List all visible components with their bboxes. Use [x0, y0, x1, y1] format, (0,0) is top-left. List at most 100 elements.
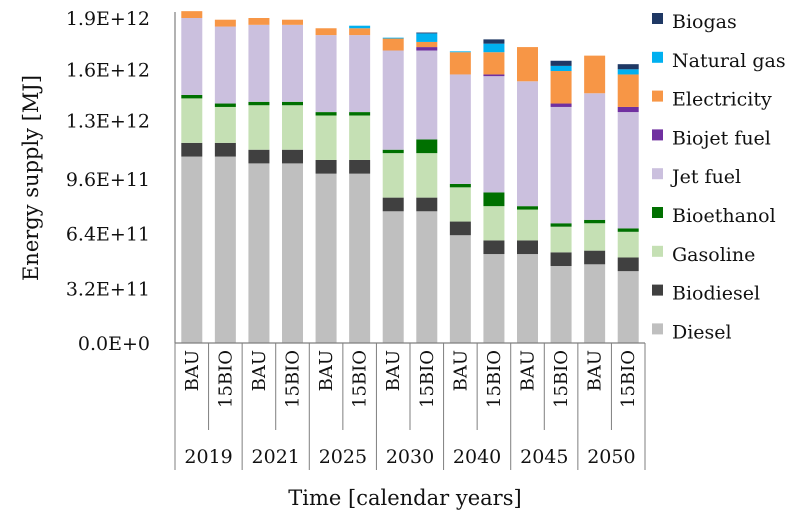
y-tick-label: 0.0E+0 [78, 333, 150, 355]
bar-segment-electricity [248, 18, 270, 25]
bar-segment-diesel [517, 254, 538, 343]
bar-segment-electricity [449, 52, 471, 75]
legend-swatch [652, 284, 663, 296]
bar-segment-jet-fuel [349, 35, 371, 113]
bar-segment-gasoline [315, 115, 337, 160]
bar-segment-electricity [617, 74, 639, 107]
bar-segment-electricity [349, 28, 371, 36]
legend-label: Biogas [672, 11, 737, 33]
bar-segment-natural-gas [550, 65, 572, 72]
bar-segment-biodiesel [483, 240, 505, 255]
scenario-label: BAU [182, 350, 203, 391]
bar-segment-bioethanol [181, 94, 203, 99]
legend-label: Jet fuel [670, 166, 741, 188]
bar-segment-biojet-fuel [550, 103, 572, 107]
bar-segment-jet-fuel [483, 76, 505, 193]
bar-segment-gasoline [214, 106, 236, 143]
year-label: 2040 [453, 446, 501, 468]
bar-segment-natural-gas [617, 69, 639, 75]
bar-segment-gasoline [449, 187, 471, 222]
bar-segment-diesel [214, 156, 236, 343]
axes [174, 12, 645, 344]
bar-segment-biogas [550, 60, 572, 66]
bar-segment-jet-fuel [282, 24, 303, 102]
y-tick-label: 1.3E+12 [66, 111, 150, 133]
bar-segment-jet-fuel [550, 106, 572, 224]
bar-segment-gasoline [517, 209, 538, 241]
year-label: 2021 [252, 446, 300, 468]
bar-segment-bioethanol [483, 192, 505, 207]
bar-segment-natural-gas [349, 25, 371, 29]
y-tick-label: 6.4E+11 [66, 224, 150, 246]
bar-segment-gasoline [584, 223, 606, 251]
bar-segment-electricity [584, 55, 606, 94]
bar-segment-jet-fuel [214, 26, 236, 104]
bar-segment-jet-fuel [449, 74, 471, 184]
bar-segment-diesel [584, 264, 606, 343]
legend-label: Bioethanol [672, 205, 776, 227]
year-label: 2030 [386, 446, 434, 468]
scenario-label: 15BIO [283, 350, 304, 408]
bar-segment-bioethanol [617, 228, 639, 232]
bar-segment-biodiesel [416, 197, 438, 212]
bar-segment-gasoline [483, 206, 505, 241]
bar-segment-biodiesel [282, 149, 303, 164]
bar-segment-diesel [449, 235, 471, 343]
bar-segment-diesel [550, 266, 572, 343]
scenario-label: 15BIO [215, 350, 236, 408]
bar-segment-natural-gas [449, 51, 471, 53]
bar-segment-gasoline [282, 105, 303, 150]
bar-segment-bioethanol [349, 112, 371, 116]
bar-segment-electricity [382, 38, 404, 51]
scenario-label: BAU [585, 350, 606, 391]
bar-segment-gasoline [248, 105, 270, 150]
legend-swatch [652, 51, 663, 63]
bar-segment-jet-fuel [617, 112, 639, 229]
bar-segment-bioethanol [416, 139, 438, 154]
legend-swatch [652, 168, 663, 180]
scenario-label: BAU [383, 350, 404, 391]
bar-segment-electricity [214, 19, 236, 27]
bar-segment-electricity [416, 41, 438, 48]
year-label: 2025 [319, 446, 367, 468]
bar-segment-bioethanol [248, 101, 270, 106]
y-tick-label: 3.2E+11 [66, 278, 150, 300]
bar-segment-biojet-fuel [416, 47, 438, 51]
bar-segment-biodiesel [248, 149, 270, 164]
scenario-label: BAU [249, 350, 270, 391]
legend-swatch [652, 207, 663, 218]
legend-label: Biodiesel [672, 283, 760, 305]
x-axis-category-labels: BAU 15BIO BAU 15BIO BAU 15BIO BAU 15BIO BAU 15BIO… [174, 343, 646, 470]
year-label: 2050 [587, 446, 635, 468]
bar-segment-biodiesel [214, 142, 236, 157]
bar-segment-bioethanol [382, 149, 404, 154]
x-axis-title: Time [calendar years] [288, 486, 521, 510]
bar-stacks [181, 11, 639, 343]
scenario-label: 15BIO [350, 350, 371, 408]
bar-segment-biogas [416, 32, 438, 34]
legend-swatch [652, 13, 663, 24]
bar-segment-gasoline [416, 153, 438, 198]
bar-segment-bioethanol [315, 112, 337, 116]
bar-segment-diesel [617, 271, 639, 343]
bar-segment-bioethanol [449, 183, 471, 188]
bar-segment-natural-gas [416, 33, 438, 42]
bar-segment-diesel [483, 254, 505, 343]
bar-segment-jet-fuel [181, 18, 203, 95]
bar-segment-electricity [517, 47, 538, 82]
bar-segment-electricity [550, 71, 572, 104]
bar-segment-gasoline [550, 226, 572, 253]
legend-label: Biojet fuel [672, 127, 771, 149]
bar-segment-jet-fuel [382, 50, 404, 150]
scenario-label: 15BIO [618, 350, 639, 408]
bar-segment-jet-fuel [248, 24, 270, 102]
scenario-label: 15BIO [551, 350, 572, 408]
bar-segment-biodiesel [550, 252, 572, 267]
bar-segment-biodiesel [181, 142, 203, 157]
legend-swatch [652, 129, 663, 141]
scenario-label: BAU [316, 350, 337, 391]
bar-segment-biojet-fuel [483, 74, 505, 77]
bar-segment-gasoline [349, 115, 371, 160]
bar-segment-biojet-fuel [617, 106, 639, 113]
